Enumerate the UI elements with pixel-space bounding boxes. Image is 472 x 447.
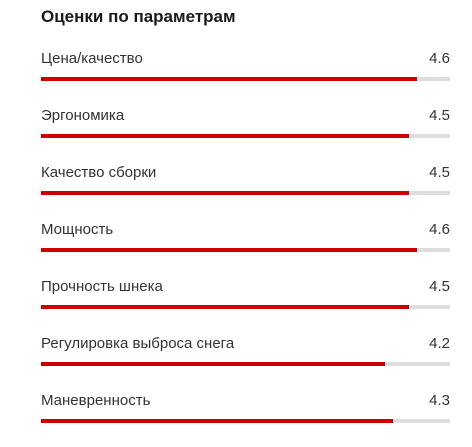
rating-bar-fill xyxy=(41,305,410,309)
rating-row: Регулировка выброса снега 4.2 xyxy=(41,333,450,390)
rating-bar-track xyxy=(41,248,450,252)
rating-bar-track xyxy=(41,362,450,366)
rating-row: Маневренность 4.3 xyxy=(41,390,450,447)
ratings-list: Цена/качество 4.6 Эргономика 4.5 Качество сб… xyxy=(41,48,450,447)
rating-bar-fill xyxy=(41,134,410,138)
rating-row-header: Мощность 4.6 xyxy=(41,219,450,243)
rating-row: Эргономика 4.5 xyxy=(41,105,450,162)
rating-bar-track xyxy=(41,77,450,81)
rating-bar-fill xyxy=(41,191,410,195)
rating-row-header: Эргономика 4.5 xyxy=(41,105,450,129)
rating-row-header: Качество сборки 4.5 xyxy=(41,162,450,186)
rating-row: Цена/качество 4.6 xyxy=(41,48,450,105)
rating-value: 4.6 xyxy=(429,221,450,238)
rating-bar-track xyxy=(41,191,450,195)
rating-label: Регулировка выброса снега xyxy=(41,335,235,352)
rating-label: Мощность xyxy=(41,221,114,238)
rating-row: Качество сборки 4.5 xyxy=(41,162,450,219)
section-title: Оценки по параметрам xyxy=(41,7,236,26)
rating-bar-fill xyxy=(41,248,418,252)
ratings-widget: Оценки по параметрам Цена/качество 4.6 Эрг… xyxy=(41,0,450,447)
rating-label: Прочность шнека xyxy=(41,278,163,295)
rating-label: Качество сборки xyxy=(41,164,157,181)
rating-row: Мощность 4.6 xyxy=(41,219,450,276)
rating-label: Эргономика xyxy=(41,107,125,124)
rating-row-header: Цена/качество 4.6 xyxy=(41,48,450,72)
rating-value: 4.6 xyxy=(429,50,450,67)
rating-label: Маневренность xyxy=(41,392,151,409)
rating-value: 4.5 xyxy=(429,278,450,295)
rating-bar-fill xyxy=(41,362,385,366)
rating-value: 4.2 xyxy=(429,335,450,352)
rating-bar-fill xyxy=(41,419,393,423)
rating-value: 4.5 xyxy=(429,107,450,124)
rating-row-header: Прочность шнека 4.5 xyxy=(41,276,450,300)
rating-row-header: Регулировка выброса снега 4.2 xyxy=(41,333,450,357)
rating-value: 4.3 xyxy=(429,392,450,409)
rating-row-header: Маневренность 4.3 xyxy=(41,390,450,414)
rating-bar-track xyxy=(41,305,450,309)
rating-bar-fill xyxy=(41,77,418,81)
rating-bar-track xyxy=(41,134,450,138)
rating-row: Прочность шнека 4.5 xyxy=(41,276,450,333)
rating-label: Цена/качество xyxy=(41,50,143,67)
rating-bar-track xyxy=(41,419,450,423)
rating-value: 4.5 xyxy=(429,164,450,181)
